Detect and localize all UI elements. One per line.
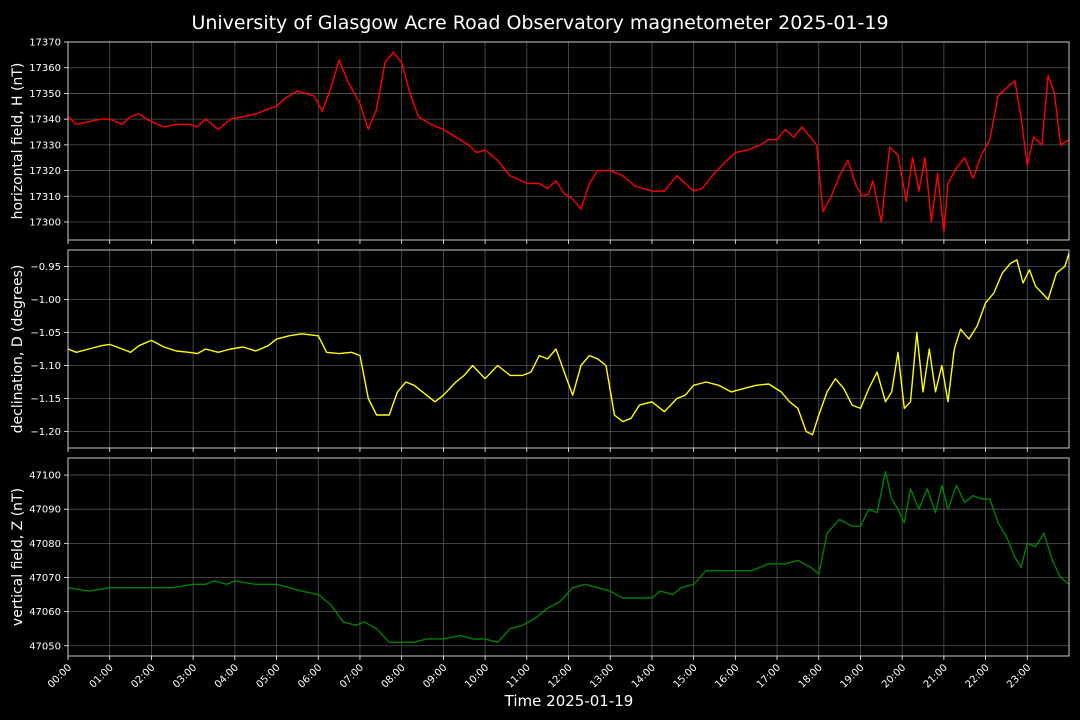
panel-d-ytick-label: −1.10 (30, 361, 61, 372)
panel-d-ytick-label: −0.95 (30, 262, 61, 273)
panel-z-ytick-label: 47090 (29, 505, 61, 516)
panel-h-series-line (67, 51, 1070, 234)
chart-title: University of Glasgow Acre Road Observat… (191, 12, 888, 34)
panel-h-ytick-label: 17320 (29, 166, 61, 177)
panel-h: 17300 17310 17320 17330 17340 17350 17360 17370… (10, 38, 1070, 244)
panels-group: 17300 17310 17320 17330 17340 17350 17360 17370… (10, 38, 1070, 691)
panel-h-ytick-label: 17310 (29, 192, 61, 203)
panel-h-ytick-label: 17340 (29, 115, 61, 126)
panel-d-series-line (67, 253, 1070, 436)
panel-h-ytick-label: 17360 (29, 63, 61, 74)
panel-d: −1.20 −1.15 −1.10 −1.05 −1.00 −0.95 declinatio… (10, 249, 1070, 452)
panel-z-series-line (67, 471, 1070, 643)
panel-d-ytick-label: −1.15 (30, 394, 61, 405)
panel-h-ytick-label: 17300 (29, 218, 61, 229)
panel-d-ytick-label: −1.20 (30, 427, 61, 438)
panel-z-frame (67, 457, 1070, 657)
x-axis-label: Time 2025-01-19 (504, 692, 634, 710)
panel-z-ytick-label: 47070 (29, 573, 61, 584)
panel-d-ylabel: declination, D (degrees) (10, 265, 26, 434)
panel-z-ytick-label: 47050 (29, 641, 61, 652)
panel-h-ytick-label: 17370 (29, 38, 61, 49)
panel-z-ytick-label: 47080 (29, 539, 61, 550)
panel-z-ylabel: vertical field, Z (nT) (10, 488, 26, 626)
panel-h-ytick-label: 17330 (29, 140, 61, 151)
panel-z-ytick-label: 47060 (29, 607, 61, 618)
panel-z-ytick-label: 47100 (29, 471, 61, 482)
panel-d-ytick-label: −1.05 (30, 328, 61, 339)
panel-d-frame (67, 249, 1070, 449)
panel-h-ytick-label: 17350 (29, 89, 61, 100)
panel-h-ylabel: horizontal field, H (nT) (10, 63, 26, 220)
panel-h-frame (67, 41, 1070, 241)
panel-d-ytick-label: −1.00 (30, 295, 61, 306)
